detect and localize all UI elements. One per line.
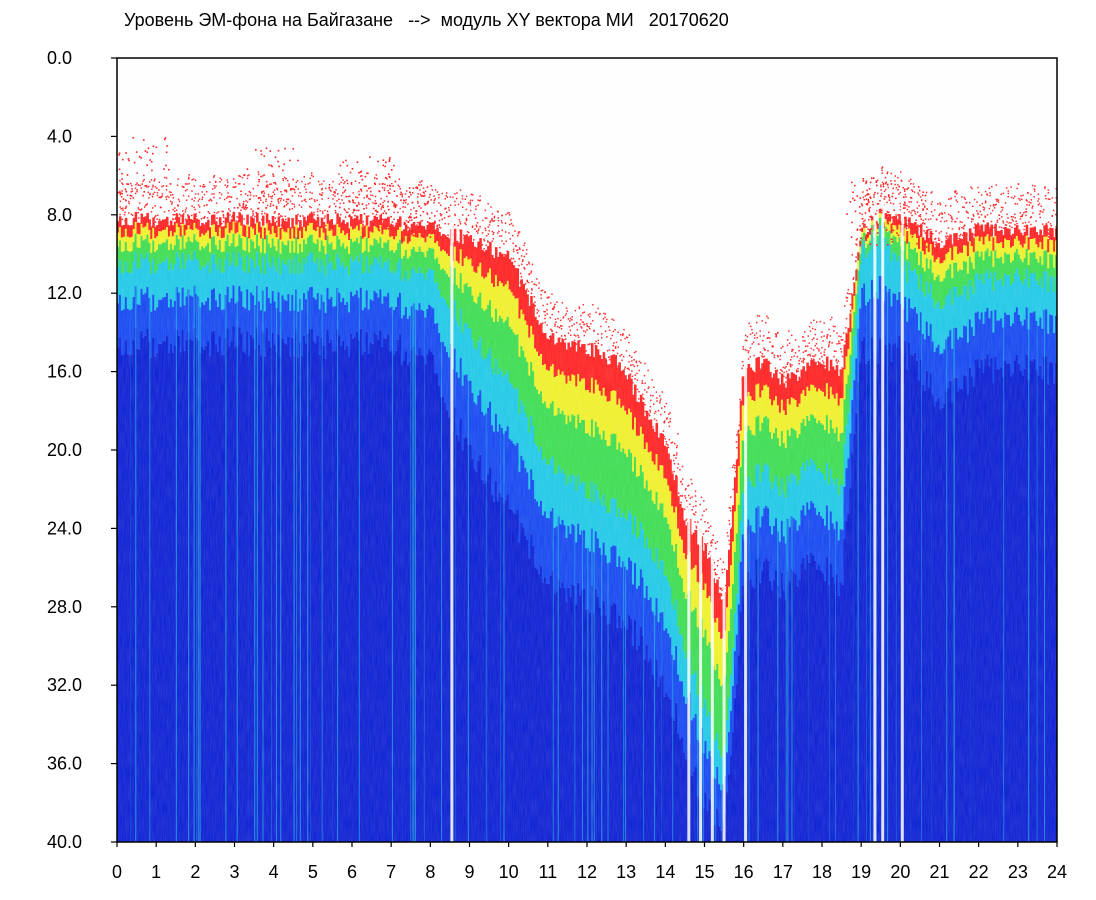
chart-title: Уровень ЭМ-фона на Байгазане --> модуль … <box>124 10 729 30</box>
